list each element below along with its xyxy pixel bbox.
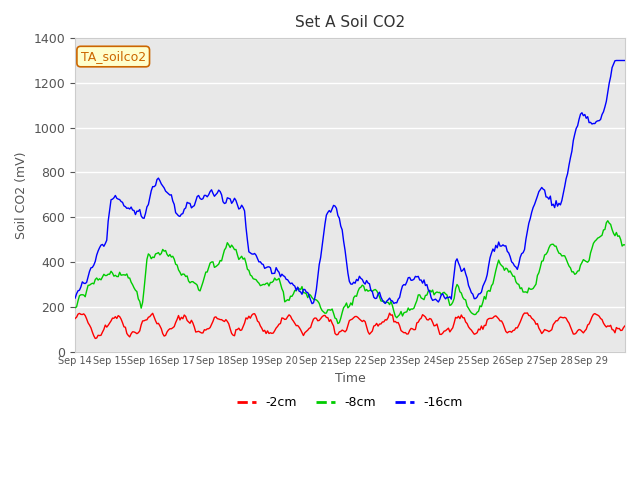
X-axis label: Time: Time (335, 372, 365, 385)
Text: TA_soilco2: TA_soilco2 (81, 50, 146, 63)
Title: Set A Soil CO2: Set A Soil CO2 (295, 15, 405, 30)
Legend: -2cm, -8cm, -16cm: -2cm, -8cm, -16cm (232, 391, 468, 414)
Y-axis label: Soil CO2 (mV): Soil CO2 (mV) (15, 151, 28, 239)
